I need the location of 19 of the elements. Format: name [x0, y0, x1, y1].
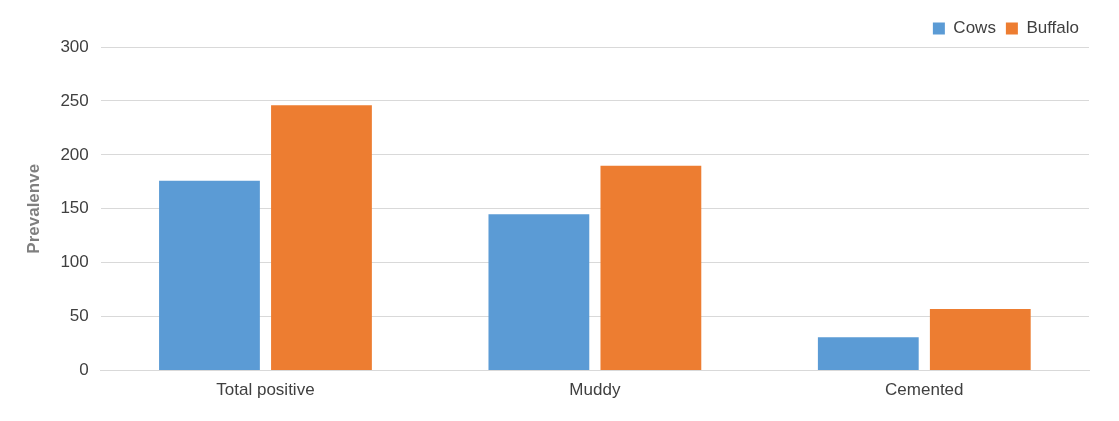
bar	[600, 165, 702, 371]
bar	[929, 309, 1031, 371]
y-axis-title: Prevalenve	[23, 163, 43, 254]
x-tick-label: Total positive	[216, 380, 315, 400]
x-tick-label: Muddy	[569, 380, 621, 400]
y-tick-label: 200	[60, 144, 89, 164]
y-tick-label: 300	[60, 36, 89, 56]
bar	[271, 105, 372, 371]
bar	[817, 337, 919, 371]
y-tick-label: 50	[69, 306, 89, 326]
bar	[488, 214, 590, 371]
y-tick-label: 0	[79, 360, 89, 380]
y-tick-label: 150	[60, 198, 89, 218]
x-tick-label: Cemented	[885, 380, 964, 400]
legend-label: Buffalo	[1026, 18, 1080, 38]
y-tick-label: 100	[60, 252, 89, 272]
legend-label: Cows	[953, 18, 996, 38]
bar	[159, 180, 260, 371]
y-tick-label: 250	[60, 90, 89, 110]
